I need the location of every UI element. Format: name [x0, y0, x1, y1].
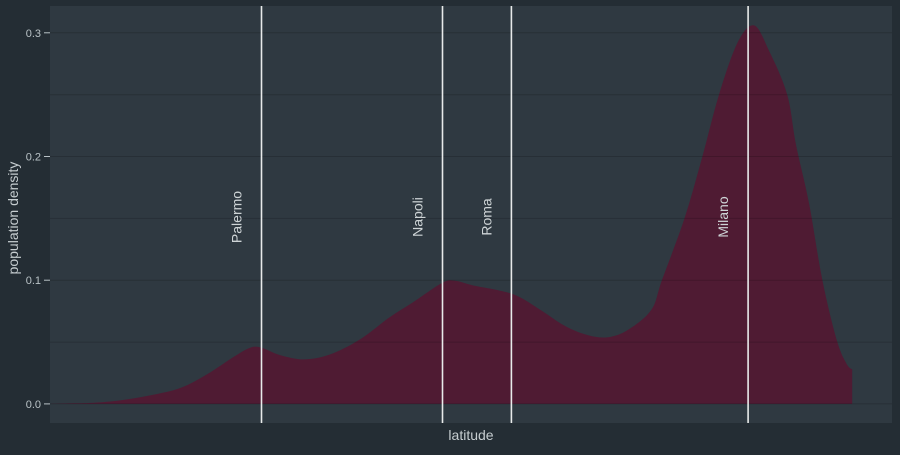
y-tick-label: 0.3	[26, 28, 41, 40]
y-tick-label: 0.0	[26, 399, 41, 411]
city-marker-label-milano: Milano	[715, 196, 731, 237]
y-tick-label: 0.1	[26, 275, 41, 287]
city-marker-layer: Palermo Napoli Roma Milano	[229, 6, 749, 423]
y-tick-label: 0.2	[26, 152, 41, 164]
city-marker-label-roma: Roma	[478, 198, 494, 236]
x-axis-title: latitude	[448, 427, 493, 443]
grid-layer	[50, 32, 892, 405]
city-marker-label-palermo: Palermo	[229, 191, 245, 243]
y-axis-layer: 0.0 0.1 0.2 0.3	[26, 28, 50, 411]
y-axis-title: population density	[5, 162, 21, 275]
city-marker-label-napoli: Napoli	[410, 197, 426, 237]
area-layer	[50, 25, 853, 404]
density-area	[50, 25, 853, 404]
